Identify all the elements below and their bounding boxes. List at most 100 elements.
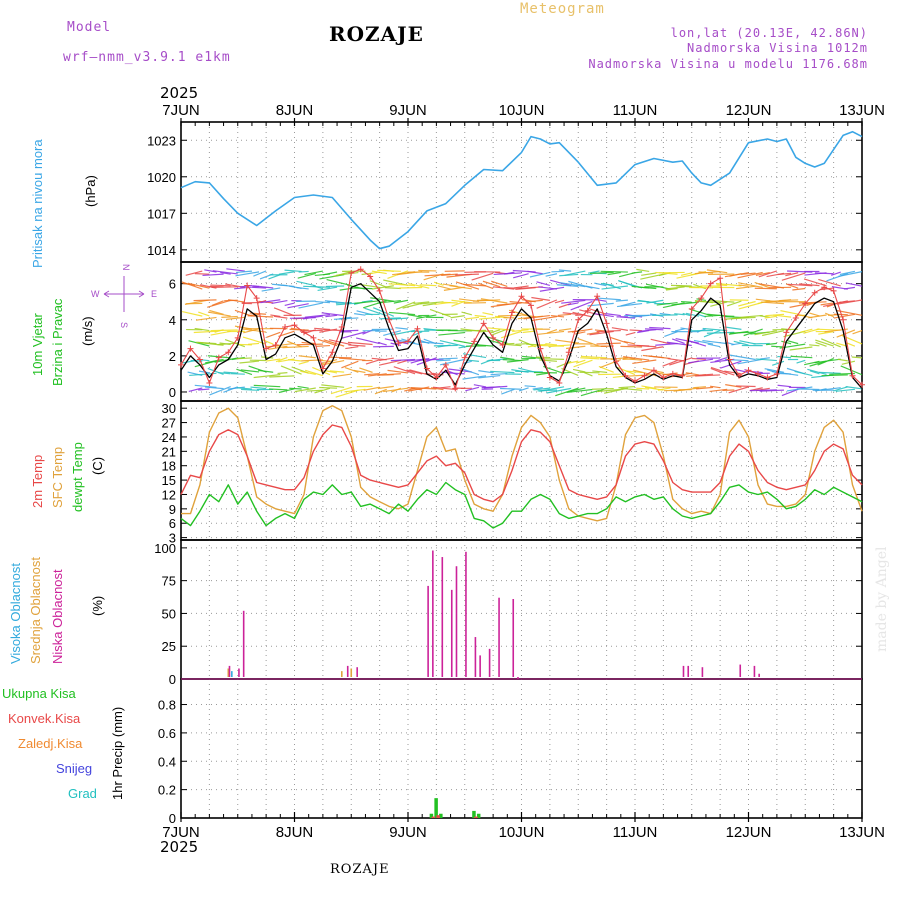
wind-arrow (478, 330, 494, 333)
wind-arrow (710, 367, 728, 376)
wind-arrow (533, 387, 550, 391)
wind-arrow (790, 355, 813, 359)
wind-arrow (826, 272, 849, 282)
wind-gust-marker (849, 372, 856, 379)
wind-arrow (353, 369, 366, 374)
wind-arrow (328, 356, 352, 359)
wind-arrow (843, 286, 855, 290)
wind-arrow (594, 282, 607, 287)
wind-arrow (644, 328, 664, 331)
wind-arrow (441, 273, 458, 276)
wind-arrow (332, 373, 352, 378)
wind-arrow (693, 386, 706, 389)
wind-arrow (209, 386, 231, 396)
wind-arrow (268, 345, 288, 350)
wind-arrow (838, 271, 863, 277)
wind-arrow (636, 387, 650, 390)
wind-arrow (852, 329, 863, 335)
wind-arrow (430, 387, 444, 391)
wind-arrow (490, 328, 508, 336)
wind-arrow (650, 338, 671, 345)
wind-arrow (518, 387, 529, 392)
wind-arrow (648, 355, 671, 360)
wind-arrow (799, 283, 820, 287)
wind-arrow (597, 388, 621, 393)
wind-arrow (809, 312, 820, 317)
wind-arrow (664, 331, 678, 338)
wind-arrow (575, 359, 586, 364)
wind-arrow (735, 385, 756, 388)
wind-arrow (641, 346, 664, 352)
wind-arrow (709, 388, 728, 393)
wind-arrow (689, 308, 714, 317)
wind-arrow (558, 328, 572, 332)
wind-arrow (557, 313, 572, 317)
wind-gust-marker (764, 374, 771, 381)
wind-gust-marker (253, 295, 260, 302)
wind-gust-marker (206, 379, 213, 386)
wind-gust-marker (622, 372, 629, 379)
wind-arrow (536, 281, 551, 287)
wind-arrow (439, 339, 465, 347)
wind-gust-marker (480, 320, 487, 327)
temp-sfc-line (181, 405, 863, 522)
precip-legend-conv: Konvek.Kisa (8, 711, 81, 726)
wind-arrow (422, 302, 437, 307)
wind-arrow (836, 299, 863, 305)
wind-arrow (397, 359, 409, 365)
wind-arrow (287, 303, 309, 309)
wind-arrow (694, 270, 721, 275)
wind-arrow (321, 384, 345, 388)
wind-gust-marker (594, 293, 601, 300)
wind-arrow (322, 271, 338, 276)
wind-arrow (252, 286, 267, 289)
wind-arrow (261, 356, 274, 359)
wind-arrow (187, 282, 210, 289)
wind-arrow (278, 271, 295, 275)
wind-arrow (671, 338, 685, 345)
wind-arrow (645, 283, 671, 290)
wind-arrow (437, 285, 451, 290)
wind-gust-marker (348, 269, 355, 276)
wind-gust-marker (859, 381, 865, 388)
wind-arrow (754, 281, 770, 289)
wind-arrow (388, 317, 409, 320)
wind-arrow (738, 284, 749, 287)
wind-arrow (319, 386, 338, 389)
wind-arrow (636, 344, 657, 348)
wind-gust-marker (244, 282, 251, 289)
wind-arrow (662, 359, 678, 367)
wind-arrow (623, 340, 636, 345)
wind-arrow (406, 369, 423, 375)
wind-arrow (407, 358, 430, 362)
wind-arrow (181, 281, 203, 290)
precip-legend-snow: Snijeg (56, 761, 93, 776)
wind-arrow (297, 343, 323, 346)
wind-arrow (501, 388, 515, 395)
wind-arrow (461, 311, 472, 316)
wind-arrow (780, 310, 799, 315)
wind-arrow (585, 285, 600, 290)
wind-gust-marker (461, 354, 468, 361)
cloud-ytick-label: 0 (169, 672, 176, 687)
wind-arrow (831, 271, 841, 276)
wind-arrow (367, 373, 387, 377)
wind-arrow (207, 311, 231, 317)
wind-arrow (446, 372, 465, 375)
wind-arrow (377, 299, 401, 304)
wind-gust-marker (641, 372, 648, 379)
wind-arrow (739, 340, 756, 345)
wind-arrow (287, 359, 302, 362)
wind-arrow (814, 272, 834, 275)
wind-arrow (786, 339, 799, 345)
wind-arrow (462, 360, 473, 365)
precip-bar (439, 813, 443, 818)
wind-arrow (513, 273, 529, 279)
x-tick-label-bottom: 9JUN (389, 824, 427, 841)
wind-arrow (695, 374, 721, 377)
wind-arrow (845, 342, 856, 347)
wind-arrow (377, 385, 394, 390)
wind-gust-marker (423, 365, 430, 372)
wind-arrow (500, 330, 522, 339)
wind-arrow (226, 316, 245, 320)
